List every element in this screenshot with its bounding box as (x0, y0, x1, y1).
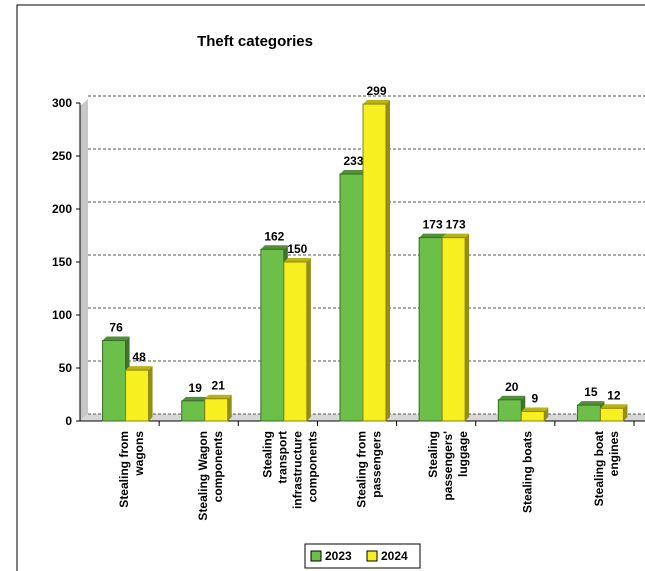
bar-top (363, 100, 390, 105)
bar-top (204, 394, 232, 399)
y-tick-label: 0 (65, 414, 72, 428)
bar (497, 399, 522, 422)
bar-side (465, 233, 470, 421)
bar-top (577, 401, 605, 406)
y-tick-label: 300 (52, 96, 72, 110)
bar-top (521, 407, 549, 412)
bar (204, 398, 229, 422)
value-label: 20 (505, 380, 519, 394)
value-label: 12 (607, 388, 621, 402)
chart-title: Theft categories (197, 33, 313, 50)
value-label: 48 (132, 350, 146, 364)
side-wall (80, 99, 88, 421)
bar (260, 248, 285, 422)
bar-side (623, 404, 628, 421)
legend-label: 2024 (381, 549, 408, 563)
legend-swatch (366, 550, 378, 562)
bar-top (600, 404, 628, 409)
legend-label: 2023 (325, 549, 352, 563)
y-tick-label: 250 (52, 149, 72, 163)
x-tick-label: Stealingtransportinfrastructurecomponent… (260, 431, 319, 509)
x-tick-label: Stealing fromwagons (117, 431, 146, 508)
bar (418, 237, 443, 422)
value-label: 76 (109, 320, 123, 334)
y-tick-label: 100 (52, 308, 72, 322)
bar (181, 400, 206, 422)
bar-top (283, 258, 311, 262)
bar-side (306, 258, 311, 421)
x-tick-label: Stealing frompassengers (355, 431, 384, 508)
legend-box (304, 543, 421, 569)
bar-side (544, 407, 549, 421)
value-label: 19 (189, 381, 203, 395)
value-label: 162 (264, 229, 284, 243)
x-tick-label: Stealing boatengines (592, 431, 621, 507)
frame (16, 4, 645, 571)
bar (520, 410, 545, 422)
bar (599, 407, 624, 422)
value-label: 15 (584, 385, 598, 399)
value-label: 21 (212, 379, 226, 393)
bar (576, 404, 601, 422)
bar-side (386, 100, 390, 421)
bar (362, 103, 387, 422)
bar-top (340, 170, 367, 175)
bar-top (125, 366, 153, 371)
bar-side (227, 394, 232, 421)
bar-top (102, 336, 130, 341)
bar-top (442, 233, 470, 238)
y-tick-label: 50 (59, 361, 73, 375)
y-tick-label: 150 (52, 255, 72, 269)
x-tick-label: Stealing boats (520, 431, 534, 513)
bar (441, 237, 466, 422)
bar (125, 369, 150, 422)
bar (102, 339, 127, 422)
bar-top (419, 233, 447, 238)
bar (283, 261, 308, 422)
value-label: 150 (287, 242, 307, 256)
y-tick-label: 200 (52, 202, 72, 216)
x-tick-label: Stealingpassengers'luggage (426, 431, 470, 501)
value-label: 173 (423, 218, 443, 232)
value-label: 173 (446, 218, 466, 232)
bar-top (498, 395, 526, 400)
value-label: 9 (531, 391, 538, 405)
bar-side (148, 366, 153, 421)
bar-top (260, 245, 288, 250)
bar-top (181, 396, 209, 401)
value-label: 233 (343, 154, 363, 168)
value-label: 299 (366, 84, 386, 98)
x-tick-label: Stealing Wagoncomponents (196, 431, 225, 521)
legend-swatch (310, 550, 322, 562)
bar (339, 173, 364, 422)
